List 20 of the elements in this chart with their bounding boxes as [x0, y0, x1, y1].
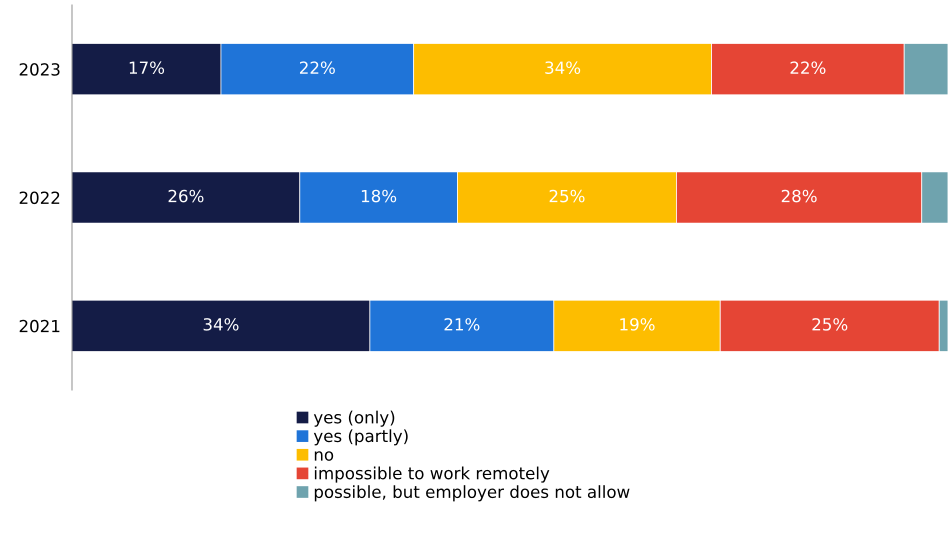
data-label: 26% [168, 190, 204, 202]
legend-label: yes (partly) [314, 429, 408, 446]
data-label: 21% [444, 318, 480, 331]
data-label: 34% [204, 318, 239, 331]
legend-label: impossible to work remotely [314, 466, 550, 483]
legend-label: possible, but employer does not allow [314, 485, 630, 502]
data-label: 34% [545, 61, 580, 74]
data-label: 28% [782, 190, 817, 202]
data-label: 22% [790, 61, 826, 74]
legend-label: yes (only) [314, 410, 394, 427]
data-label: 18% [362, 190, 396, 202]
legend-label: no [314, 451, 334, 461]
data-label: 22% [300, 61, 335, 74]
data-label: 17% [130, 61, 164, 74]
data-label: 25% [550, 190, 585, 202]
y-tick-label: 2021 [20, 320, 60, 332]
data-label: 25% [812, 318, 848, 331]
data-label: 19% [620, 318, 655, 331]
y-tick-label: 2023 [20, 63, 60, 76]
y-tick-label: 2022 [20, 191, 60, 204]
